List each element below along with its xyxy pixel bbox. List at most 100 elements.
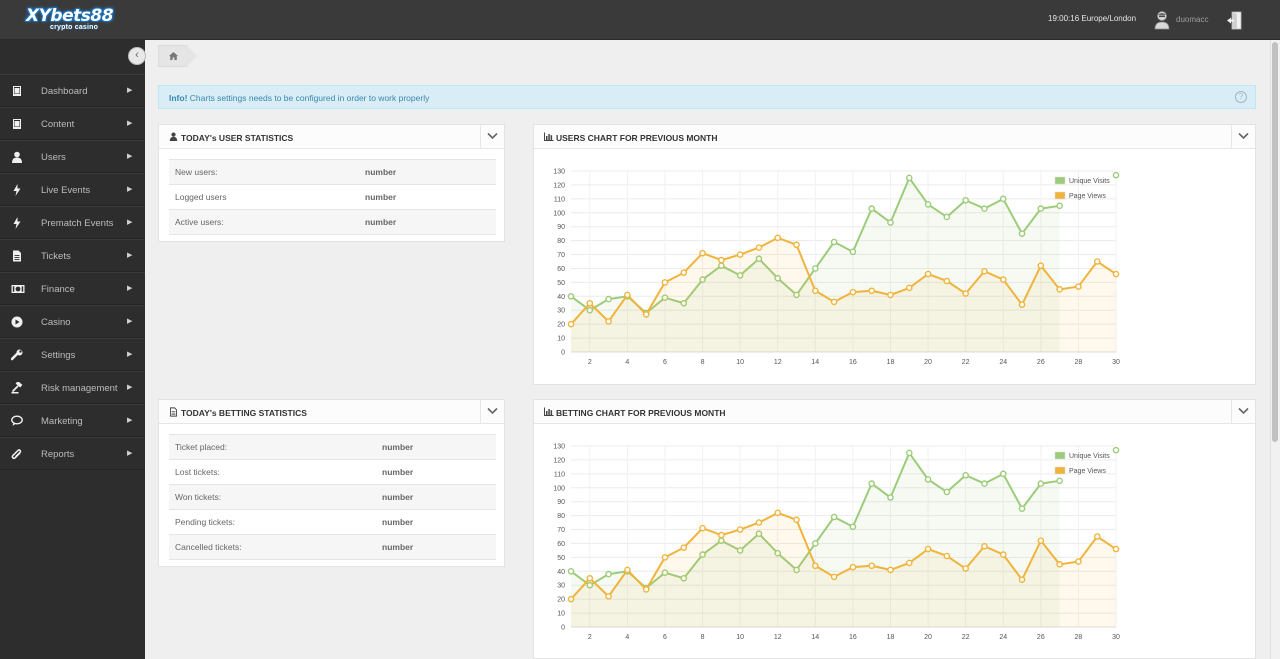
data-point — [924, 201, 932, 208]
stat-label: New users: — [175, 167, 218, 177]
data-point — [661, 554, 669, 561]
panel-collapse-button[interactable] — [1231, 125, 1255, 148]
sidebar-item-dashboard[interactable]: Dashboard ▶ — [0, 74, 145, 107]
caret-right-icon: ▶ — [127, 252, 133, 259]
caret-right-icon: ▶ — [127, 219, 133, 226]
data-point — [999, 470, 1007, 478]
caret-right-icon: ▶ — [127, 285, 133, 292]
breadcrumb-home[interactable] — [158, 45, 188, 67]
data-point — [830, 298, 838, 306]
data-point — [774, 549, 782, 557]
data-point — [755, 519, 763, 526]
sidebar-item-prematch-events[interactable]: Prematch Events ▶ — [0, 206, 145, 239]
caret-right-icon: ▶ — [127, 120, 133, 127]
data-point — [1112, 270, 1120, 278]
help-icon[interactable]: ? — [1235, 91, 1247, 103]
data-point — [586, 581, 594, 589]
data-point — [793, 566, 800, 574]
sidebar-item-content[interactable]: Content ▶ — [0, 107, 145, 140]
y-tick-label: 90 — [557, 224, 565, 231]
data-point — [887, 219, 894, 226]
brand-logo[interactable]: XYbets88 crypto casino — [26, 6, 118, 34]
user-icon — [11, 151, 23, 163]
data-point — [812, 562, 819, 570]
data-point — [605, 593, 612, 600]
data-point — [1112, 446, 1120, 454]
sidebar-item-users[interactable]: Users ▶ — [0, 140, 145, 173]
data-point — [943, 488, 951, 496]
user-stats-panel: TODAY's USER STATISTICS New users: numbe… — [158, 124, 505, 242]
sidebar-item-finance[interactable]: Finance ▶ — [0, 272, 145, 305]
page-scrollbar-thumb[interactable] — [1272, 42, 1278, 442]
server-clock: 19:00:16 Europe/London — [1048, 14, 1137, 23]
data-point — [887, 291, 894, 299]
chevron-down-icon — [1238, 132, 1249, 140]
sidebar-item-live-events[interactable]: Live Events ▶ — [0, 173, 145, 206]
sidebar-item-reports[interactable]: Reports ▶ — [0, 437, 145, 470]
x-tick-label: 22 — [962, 359, 970, 366]
panel-collapse-button[interactable] — [1231, 400, 1255, 423]
data-point — [567, 293, 575, 300]
sidebar-item-label: Users — [41, 152, 66, 163]
panel-header: USERS CHART FOR PREVIOUS MONTH — [534, 125, 1255, 149]
panel-collapse-button[interactable] — [480, 125, 504, 148]
y-tick-label: 80 — [557, 238, 565, 245]
panel-header: TODAY's BETTING STATISTICS — [159, 400, 504, 424]
data-point — [868, 562, 875, 570]
stat-value: number — [365, 217, 397, 227]
sidebar-item-casino[interactable]: Casino ▶ — [0, 305, 145, 338]
y-tick-label: 20 — [557, 597, 565, 604]
document-icon — [11, 250, 23, 262]
sidebar-collapse-button[interactable]: ‹ — [128, 47, 146, 65]
caret-right-icon: ▶ — [127, 186, 133, 193]
x-tick-label: 8 — [701, 634, 705, 641]
stat-label: Pending tickets: — [175, 517, 236, 527]
table-row: Won tickets: number — [169, 484, 496, 510]
series-line — [570, 511, 1117, 600]
data-point — [624, 566, 631, 574]
sidebar-item-tickets[interactable]: Tickets ▶ — [0, 239, 145, 272]
data-point — [774, 509, 782, 517]
stat-value: number — [382, 467, 414, 477]
sidebar-item-settings[interactable]: Settings ▶ — [0, 338, 145, 371]
x-tick-label: 20 — [924, 359, 932, 366]
bolt-icon — [11, 184, 23, 196]
data-point — [1037, 480, 1045, 487]
y-tick-label: 0 — [561, 350, 565, 357]
stat-value: number — [382, 517, 414, 527]
x-tick-label: 16 — [849, 359, 857, 366]
stat-label: Ticket placed: — [175, 442, 228, 452]
data-point — [924, 545, 932, 553]
data-point — [567, 568, 575, 575]
sidebar-item-label: Settings — [41, 350, 76, 361]
sidebar-item-marketing[interactable]: Marketing ▶ — [0, 404, 145, 437]
x-tick-label: 4 — [625, 359, 629, 366]
table-row: Ticket placed: number — [169, 434, 496, 460]
data-point — [943, 277, 951, 285]
x-tick-label: 20 — [924, 634, 932, 641]
y-tick-label: 30 — [557, 308, 565, 315]
y-tick-label: 50 — [557, 280, 565, 287]
user-avatar-icon[interactable] — [1154, 10, 1170, 30]
panel-title: BETTING CHART FOR PREVIOUS MONTH — [556, 408, 726, 418]
data-point — [755, 255, 763, 263]
data-point — [1018, 301, 1026, 308]
sidebar-item-risk-management[interactable]: Risk management ▶ — [0, 371, 145, 404]
y-tick-label: 110 — [554, 471, 565, 478]
x-tick-label: 14 — [811, 359, 819, 366]
data-point — [774, 234, 782, 242]
panel-collapse-button[interactable] — [480, 400, 504, 423]
data-point — [830, 238, 838, 246]
x-tick-label: 22 — [962, 634, 970, 641]
username[interactable]: duomacc — [1176, 15, 1209, 24]
sidebar-item-label: Dashboard — [41, 86, 88, 97]
x-tick-label: 26 — [1037, 634, 1045, 641]
x-tick-label: 30 — [1112, 359, 1120, 366]
data-point — [586, 299, 594, 307]
data-point — [962, 471, 969, 479]
logout-icon[interactable] — [1226, 11, 1243, 30]
data-point — [699, 249, 706, 257]
y-tick-label: 0 — [561, 625, 565, 632]
